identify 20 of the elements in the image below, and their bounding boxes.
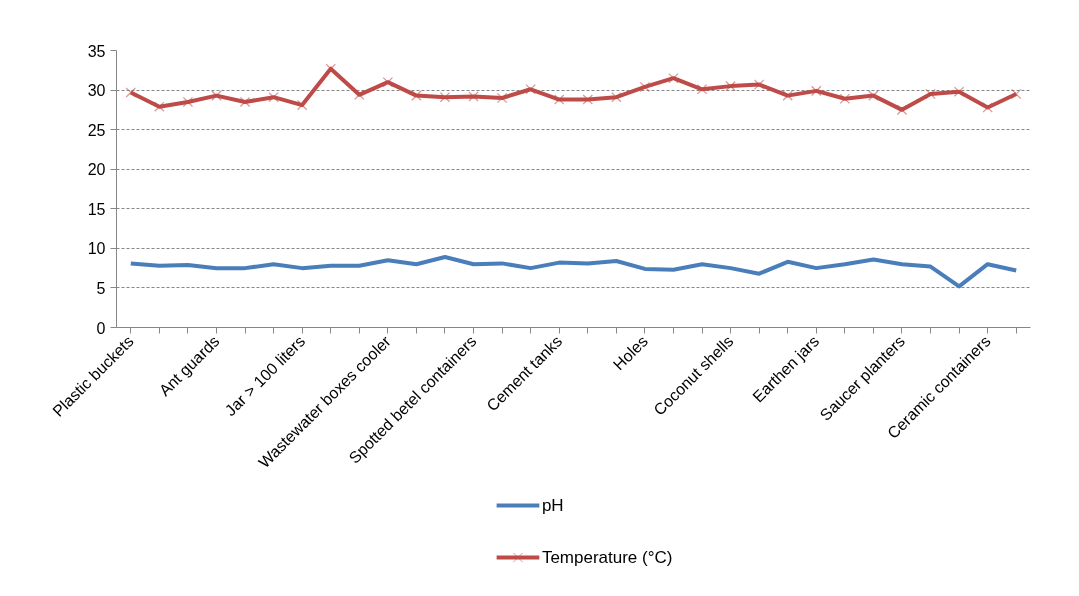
- y-tick-label: 35: [87, 42, 106, 60]
- point: [953, 86, 965, 97]
- y-tick-label: 0: [96, 319, 106, 337]
- point: [868, 90, 879, 101]
- y-tick-label: 5: [96, 279, 106, 297]
- point: [611, 92, 622, 103]
- point: [811, 85, 822, 97]
- point: [182, 96, 194, 108]
- y-tick-label: 20: [87, 161, 106, 179]
- point: [268, 92, 279, 103]
- line-series: [128, 255, 1019, 289]
- y-tick-label: 10: [87, 240, 106, 258]
- legend-label: pH: [541, 496, 564, 515]
- y-tick-label: 15: [87, 200, 106, 218]
- point: [725, 80, 736, 92]
- point: [211, 90, 222, 101]
- legend-label: Temperature (°C): [541, 548, 673, 567]
- y-tick-label: 25: [87, 121, 106, 139]
- point: [639, 81, 651, 93]
- y-tick-label: 30: [87, 82, 106, 100]
